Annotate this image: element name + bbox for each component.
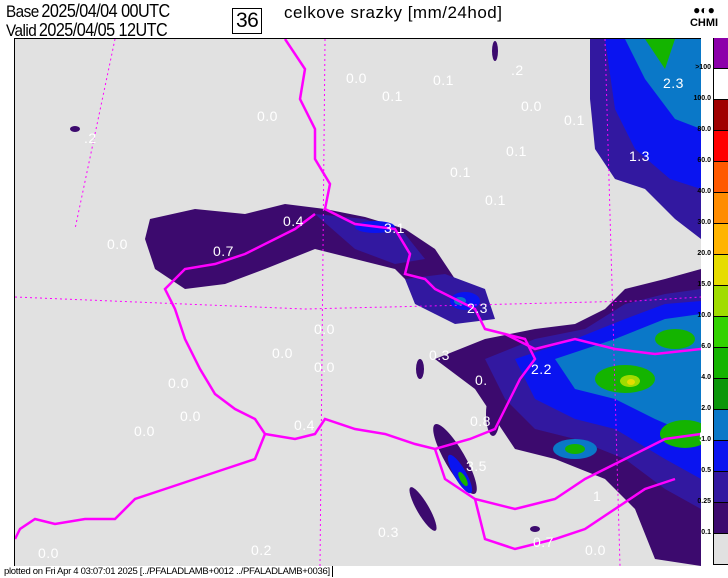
- value-label: .2: [511, 62, 524, 78]
- value-label: .2: [84, 130, 97, 146]
- legend-swatch: [714, 286, 728, 317]
- value-label: 3.5: [466, 458, 487, 474]
- color-legend: [713, 38, 728, 565]
- value-label: 0.1: [433, 72, 454, 88]
- legend-swatch: [714, 193, 728, 224]
- map-title: celkove srazky [mm/24hod]: [284, 3, 503, 22]
- value-label: 0.0: [180, 408, 201, 424]
- legend-swatch: [714, 100, 728, 131]
- value-label: 0.0: [107, 236, 128, 252]
- legend-swatch: [714, 410, 728, 441]
- value-label: 0.4: [283, 213, 304, 229]
- legend-tick-label: >100: [695, 64, 711, 71]
- legend-swatch: [714, 38, 728, 69]
- legend-swatch: [714, 317, 728, 348]
- legend-swatch: [714, 224, 728, 255]
- legend-tick-label: 100.0: [693, 95, 711, 102]
- value-label: 0.1: [564, 112, 585, 128]
- value-label: 3.1: [384, 220, 405, 236]
- value-label: 2.2: [531, 361, 552, 377]
- value-label: 0.7: [213, 243, 234, 259]
- legend-swatch: [714, 503, 728, 534]
- legend-swatch: [714, 255, 728, 286]
- value-label: 0.: [475, 372, 488, 388]
- value-label: 0.1: [485, 192, 506, 208]
- legend-tick-label: 40.0: [697, 188, 711, 195]
- value-label: 0.0: [585, 542, 606, 558]
- valid-time: Valid 2025/04/05 12UTC: [6, 20, 168, 40]
- footer-plotted-info: plotted on Fri Apr 4 03:07:01 2025 [../P…: [4, 566, 333, 577]
- legend-swatch: [714, 472, 728, 503]
- legend-tick-label: 20.0: [697, 250, 711, 257]
- value-label: 5.6: [699, 430, 701, 444]
- value-label: 0.4: [294, 417, 315, 433]
- value-label: 0.0: [257, 108, 278, 124]
- graticule: [15, 39, 701, 566]
- legend-tick-label: 4.0: [701, 374, 711, 381]
- value-label: 0.0: [346, 70, 367, 86]
- legend-tick-label: 80.0: [697, 126, 711, 133]
- legend-swatch: [714, 379, 728, 410]
- legend-tick-label: 0.5: [701, 467, 711, 474]
- base-value: 2025/04/04 00UTC: [41, 1, 170, 21]
- header: Base 2025/04/04 00UTC Valid 2025/04/05 12U…: [0, 0, 728, 40]
- chmi-logo: ●◐● CHMI: [686, 4, 722, 34]
- base-time: Base 2025/04/04 00UTC: [6, 2, 170, 21]
- valid-value: 2025/04/05 12UTC: [38, 20, 168, 40]
- legend-swatch: [714, 441, 728, 472]
- value-label: 0.0: [272, 345, 293, 361]
- value-label: 0.1: [506, 143, 527, 159]
- legend-tick-label: 15.0: [697, 281, 711, 288]
- legend-tick-label: 0.25: [697, 498, 711, 505]
- value-label: 0.0: [314, 321, 335, 337]
- legend-swatch: [714, 162, 728, 193]
- value-label: 2.3: [663, 75, 684, 91]
- map-graphics: [15, 39, 701, 566]
- logo-dots-icon: ●◐●: [693, 3, 715, 17]
- legend-tick-label: 60.0: [697, 157, 711, 164]
- value-label: 0.1: [450, 164, 471, 180]
- legend-swatch: [714, 69, 728, 100]
- legend-tick-label: 0.1: [701, 529, 711, 536]
- legend-tick-label: 2.0: [701, 405, 711, 412]
- legend-tick-label: 10.0: [697, 312, 711, 319]
- value-label: 1.3: [629, 148, 650, 164]
- value-label: 0.7: [533, 534, 554, 550]
- value-label: 0.3: [429, 347, 450, 363]
- legend-swatch: [714, 534, 728, 565]
- forecast-step: 36: [232, 8, 263, 34]
- legend-tick-label: 6.0: [701, 343, 711, 350]
- legend-swatch: [714, 131, 728, 162]
- value-label: 0.8: [470, 413, 491, 429]
- value-label: 2.3: [467, 300, 488, 316]
- value-label: 0.0: [521, 98, 542, 114]
- valid-label: Valid: [6, 21, 37, 40]
- value-label: 0.0: [314, 359, 335, 375]
- value-label: 0.0: [168, 375, 189, 391]
- legend-tick-label: 1.0: [701, 436, 711, 443]
- logo-text: CHMI: [689, 17, 719, 29]
- legend-swatch: [714, 348, 728, 379]
- value-label: 1: [593, 488, 602, 504]
- country-borders: [15, 39, 701, 551]
- value-label: 0.1: [382, 88, 403, 104]
- value-label: 0.0: [38, 545, 59, 561]
- base-label: Base: [6, 2, 39, 21]
- precipitation-field: [70, 39, 701, 566]
- value-label: 0.2: [251, 542, 272, 558]
- value-label: 0.0: [134, 423, 155, 439]
- precipitation-map: 0.00.1.20.10.00.00.12.31.1.3.20.10.10.10…: [14, 38, 701, 566]
- value-label: 0.3: [378, 524, 399, 540]
- legend-tick-label: 30.0: [697, 219, 711, 226]
